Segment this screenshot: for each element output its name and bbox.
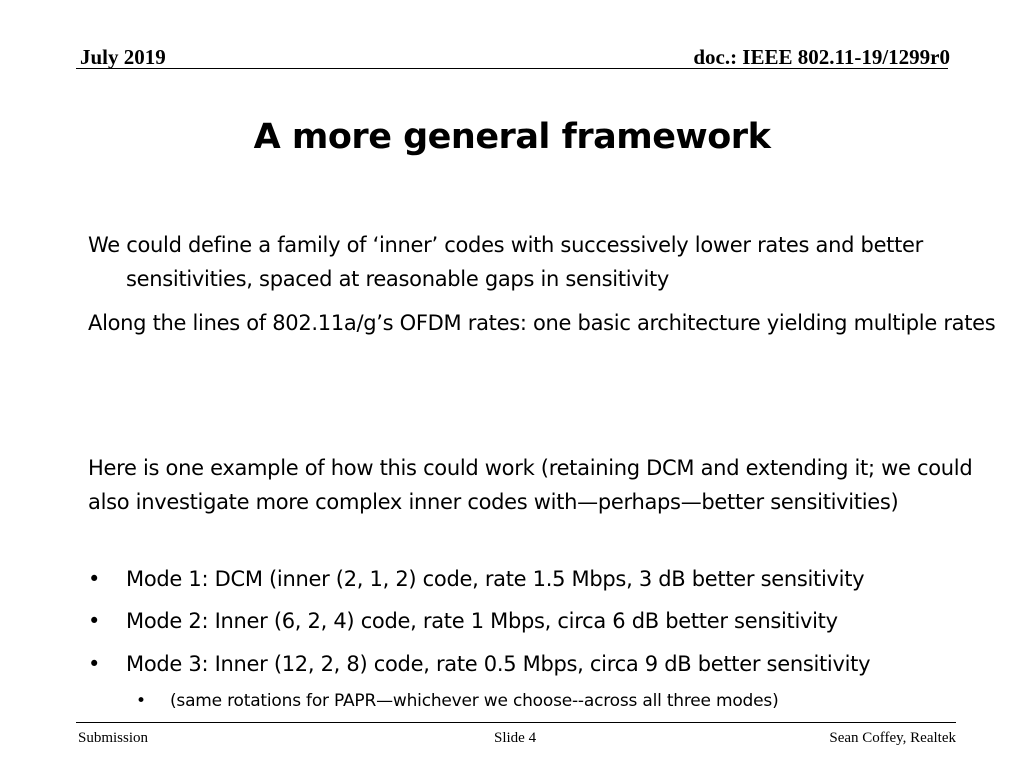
bullet-icon: • bbox=[88, 567, 101, 591]
paragraph-ofdm-rates: Along the lines of 802.11a/g’s OFDM rate… bbox=[88, 311, 996, 335]
header-doc-id: doc.: IEEE 802.11-19/1299r0 bbox=[693, 45, 950, 69]
list-item-text: Mode 1: DCM (inner (2, 1, 2) code, rate … bbox=[126, 567, 865, 591]
footer-divider bbox=[76, 722, 956, 723]
paragraph-example: Here is one example of how this could wo… bbox=[88, 456, 973, 514]
header-date: July 2019 bbox=[80, 45, 166, 69]
bullet-icon: • bbox=[88, 609, 101, 633]
footer-slide-number: Slide 4 bbox=[494, 730, 537, 746]
footer-submission: Submission bbox=[78, 730, 149, 746]
footer-author: Sean Coffey, Realtek bbox=[829, 730, 956, 746]
header-divider bbox=[76, 68, 948, 69]
bullet-icon: • bbox=[136, 691, 146, 711]
sub-list-item-text: (same rotations for PAPR—whichever we ch… bbox=[170, 691, 779, 711]
bullet-icon: • bbox=[88, 652, 101, 676]
slide-title: A more general framework bbox=[253, 117, 771, 157]
paragraph-inner-codes: We could define a family of ‘inner’ code… bbox=[88, 233, 924, 291]
list-item-text: Mode 3: Inner (12, 2, 8) code, rate 0.5 … bbox=[126, 652, 871, 676]
list-item-text: Mode 2: Inner (6, 2, 4) code, rate 1 Mbp… bbox=[126, 609, 838, 633]
